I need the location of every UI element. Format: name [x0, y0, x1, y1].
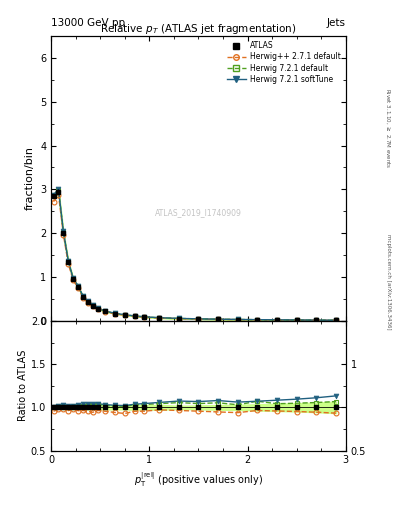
Y-axis label: fraction/bin: fraction/bin	[24, 146, 35, 210]
Y-axis label: Ratio to ATLAS: Ratio to ATLAS	[18, 350, 28, 421]
Text: Jets: Jets	[327, 18, 346, 28]
Title: Relative $p_T$ (ATLAS jet fragmentation): Relative $p_T$ (ATLAS jet fragmentation)	[100, 22, 297, 36]
Legend: ATLAS, Herwig++ 2.7.1 default, Herwig 7.2.1 default, Herwig 7.2.1 softTune: ATLAS, Herwig++ 2.7.1 default, Herwig 7.…	[225, 39, 342, 86]
Text: Rivet 3.1.10, $\geq$ 2.7M events: Rivet 3.1.10, $\geq$ 2.7M events	[384, 88, 391, 168]
X-axis label: $p_{\mathrm{T}}^{\mathrm{|rel|}}$ (positive values only): $p_{\mathrm{T}}^{\mathrm{|rel|}}$ (posit…	[134, 471, 263, 489]
Text: ATLAS_2019_I1740909: ATLAS_2019_I1740909	[155, 208, 242, 217]
Text: 13000 GeV pp: 13000 GeV pp	[51, 18, 125, 28]
Text: mcplots.cern.ch [arXiv:1306.3436]: mcplots.cern.ch [arXiv:1306.3436]	[386, 234, 391, 329]
